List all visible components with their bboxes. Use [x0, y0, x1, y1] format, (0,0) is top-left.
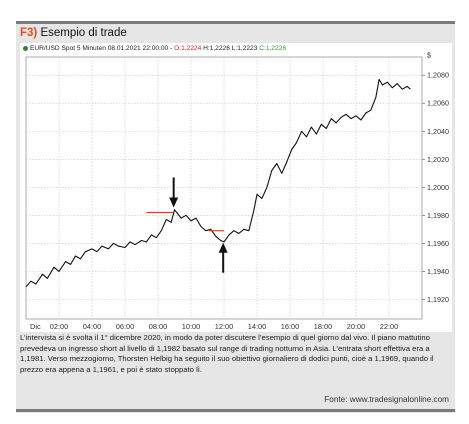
top-rule: [16, 21, 455, 24]
x-tick-label: 06:00: [116, 322, 135, 331]
figure-number: F3): [20, 27, 38, 39]
x-tick-label: 18:00: [314, 322, 333, 331]
x-tick-label: 22:00: [380, 322, 399, 331]
source-credit: Fonte: www.tradesignalonline.com: [324, 395, 449, 404]
info-open: O:1,2224: [174, 45, 202, 52]
figure-title-text: Esempio di trade: [40, 27, 127, 39]
x-tick-label: 20:00: [347, 322, 366, 331]
y-tick-label: 1,2000: [427, 183, 449, 192]
up-arrow-icon: [218, 242, 228, 253]
chart-area: EUR/USD Spot 5 Minuten 08.01.2021 22:00:…: [20, 43, 452, 332]
bottom-rule: [16, 409, 455, 412]
price-series-line: [25, 78, 411, 288]
y-tick-label: 1,1920: [427, 295, 449, 304]
x-tick-label: 08:00: [149, 322, 168, 331]
y-tick-label: 1,1940: [427, 267, 449, 276]
price-chart: 1,2080 1,2060 1,2040 1,2020 1,2000 1,1980 1,19…: [25, 53, 449, 331]
x-tick-label: 04:00: [83, 322, 102, 331]
figure-panel: F3) Esempio di trade EUR/USD Spot 5 Minu…: [16, 21, 455, 413]
info-high: H:1,2226: [203, 45, 230, 52]
x-tick-label: 02:00: [50, 322, 69, 331]
figure-caption: L’intervista si è svolta il 1° dicembre …: [20, 333, 450, 375]
y-tick-label: 1,1960: [427, 239, 449, 248]
chart-info-bar: EUR/USD Spot 5 Minuten 08.01.2021 22:00:…: [23, 45, 286, 52]
currency-label: $: [427, 53, 431, 60]
x-tick-label: 16:00: [281, 322, 300, 331]
y-tick-label: 1,2020: [427, 155, 449, 164]
x-tick-label: 10:00: [182, 322, 201, 331]
caption-text: L’intervista si è svolta il 1° dicembre …: [20, 333, 434, 374]
series-dot-icon: [23, 45, 28, 51]
x-tick-label: 14:00: [248, 322, 267, 331]
info-low: L:1,2223: [231, 45, 258, 52]
info-datetime: 08.01.2021 22:00:00: [107, 45, 169, 52]
info-separator: -: [170, 45, 173, 52]
y-tick-label: 1,2060: [427, 99, 449, 108]
down-arrow-icon: [169, 197, 179, 208]
y-tick-label: 1,2040: [427, 127, 449, 136]
info-close: C:1,2226: [259, 45, 286, 52]
instrument-label: EUR/USD Spot 5 Minuten: [30, 45, 106, 52]
figure-title: F3) Esempio di trade: [20, 27, 127, 39]
y-tick-label: 1,1980: [427, 211, 449, 220]
x-tick-label: Dic: [30, 322, 41, 331]
x-tick-label: 12:00: [215, 322, 234, 331]
y-tick-label: 1,2080: [427, 71, 449, 80]
